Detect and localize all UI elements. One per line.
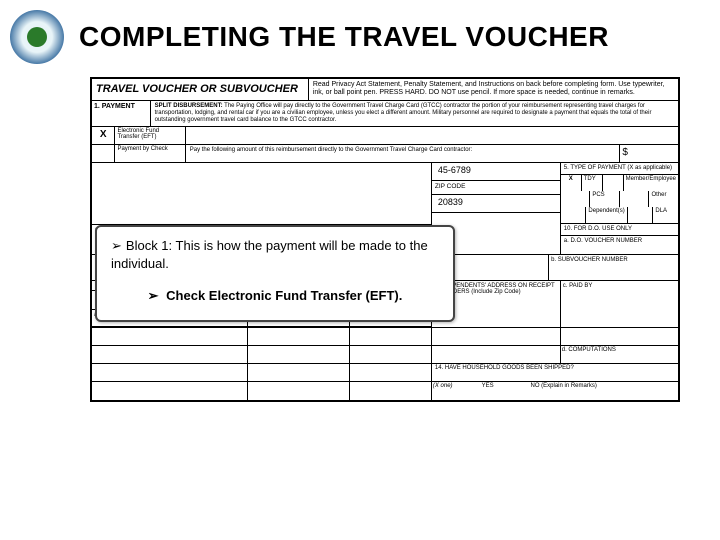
pcs-check <box>561 191 591 207</box>
slide-header: COMPLETING THE TRAVEL VOUCHER <box>0 0 720 69</box>
dep-label: Dependent(s) <box>586 207 627 223</box>
pbc-text: Pay the following amount of this reimbur… <box>186 145 620 162</box>
form-header-row: TRAVEL VOUCHER OR SUBVOUCHER Read Privac… <box>92 79 678 101</box>
name-block <box>92 163 431 225</box>
block5-label: 5. TYPE OF PAYMENT (X as applicable) <box>561 163 678 175</box>
split-text: The Paying Office will pay directly to t… <box>155 103 652 123</box>
member-label: Member/Employee <box>624 175 678 191</box>
type-row-2: PCS Other <box>561 191 678 207</box>
pbc-row: Payment by Check Pay the following amoun… <box>92 145 678 163</box>
eft-checkbox: X <box>92 127 115 144</box>
block14-no: NO (Explain in Remarks) <box>530 383 676 399</box>
dep-row-1 <box>92 328 678 346</box>
eft-label: Electronic Fund Transfer (EFT) <box>115 127 185 144</box>
pcs-label: PCS <box>590 191 620 207</box>
split-disbursement: SPLIT DISBURSEMENT: The Paying Office wi… <box>151 101 678 127</box>
tdy-label: TDY <box>582 175 603 191</box>
dep-row-3: 14. HAVE HOUSEHOLD GOODS BEEN SHIPPED? <box>92 364 678 382</box>
block14-label: 14. HAVE HOUSEHOLD GOODS BEEN SHIPPED? <box>432 364 678 381</box>
callout-line-2: ➢ Check Electronic Fund Transfer (EFT). <box>111 287 439 305</box>
block14-xone: (X one) <box>433 383 482 399</box>
dep-row-2: d. COMPUTATIONS <box>92 346 678 364</box>
block10-d: d. COMPUTATIONS <box>561 346 678 363</box>
amount-cell: $ <box>619 145 678 162</box>
block10-c: c. PAID BY <box>561 281 678 327</box>
block14-options: (X one) YES NO (Explain in Remarks) <box>432 382 678 400</box>
mid-right: 5. TYPE OF PAYMENT (X as applicable) X T… <box>561 163 678 254</box>
zip-value: 20839 <box>432 195 560 213</box>
tdy-check: X <box>561 175 582 191</box>
slide-title: COMPLETING THE TRAVEL VOUCHER <box>79 21 609 53</box>
dep-check <box>561 207 587 223</box>
eft-spacer <box>186 127 678 144</box>
form-title: TRAVEL VOUCHER OR SUBVOUCHER <box>92 79 309 100</box>
zip-label: ZIP CODE <box>432 181 560 195</box>
payment-label: 1. PAYMENT <box>92 101 151 127</box>
form-instructions: Read Privacy Act Statement, Penalty Stat… <box>309 79 678 100</box>
block-1-payment: 1. PAYMENT SPLIT DISBURSEMENT: The Payin… <box>92 101 678 128</box>
ssn-partial: 45-6789 <box>432 163 560 181</box>
dla-label: DLA <box>653 207 678 223</box>
pbc-label: Payment by Check <box>115 145 185 162</box>
arrow-icon: ➢ <box>111 238 122 253</box>
arrow-icon: ➢ <box>148 288 159 303</box>
block10-label: 10. FOR D.O. USE ONLY <box>561 224 678 236</box>
dep-row-4: (X one) YES NO (Explain in Remarks) <box>92 382 678 400</box>
type-row-1: X TDY Member/Employee <box>561 175 678 191</box>
tdy-check2 <box>603 175 624 191</box>
pbc-checkbox <box>92 145 115 162</box>
block10-b: b. SUBVOUCHER NUMBER <box>549 255 678 280</box>
eft-row: X Electronic Fund Transfer (EFT) <box>92 127 678 145</box>
navy-seal-icon <box>10 10 64 64</box>
split-label: SPLIT DISBURSEMENT: <box>155 103 223 109</box>
block10-a: a. D.O. VOUCHER NUMBER <box>561 236 678 254</box>
block14-yes: YES <box>482 383 531 399</box>
dla-check <box>628 207 654 223</box>
other-label: Other <box>649 191 678 207</box>
instruction-callout: ➢Block 1: This is how the payment will b… <box>95 225 455 322</box>
type-row-3: Dependent(s) DLA <box>561 207 678 224</box>
other-check <box>620 191 650 207</box>
callout-line-1: ➢Block 1: This is how the payment will b… <box>111 237 439 273</box>
